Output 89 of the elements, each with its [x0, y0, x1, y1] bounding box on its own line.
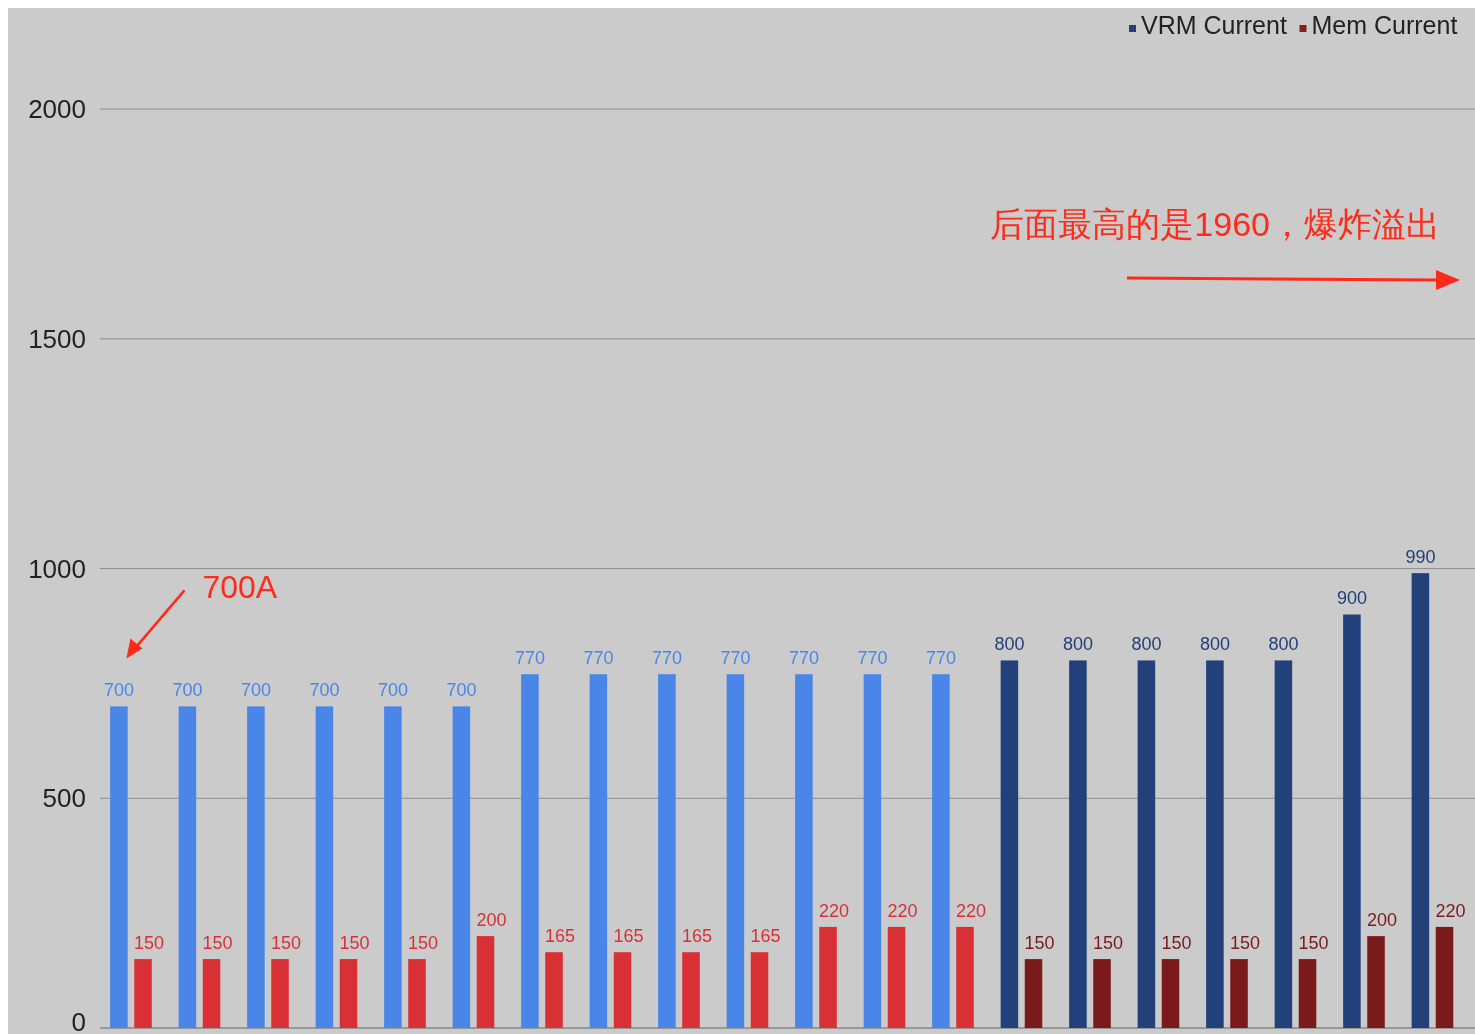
- data-label: 770: [651, 648, 682, 669]
- data-label: 700: [172, 680, 203, 701]
- bar: [110, 706, 128, 1028]
- data-label: 165: [613, 926, 644, 947]
- bar: [932, 674, 950, 1028]
- bar: [1367, 936, 1385, 1028]
- data-label: 150: [202, 933, 233, 954]
- bar: [545, 952, 563, 1028]
- data-label: 800: [1199, 634, 1230, 655]
- bar: [1435, 926, 1454, 1028]
- bar: [658, 674, 676, 1028]
- data-label: 770: [788, 648, 819, 669]
- annotation: 700A: [202, 569, 278, 606]
- bar: [521, 674, 539, 1028]
- bar: [476, 936, 495, 1028]
- bar: [408, 959, 426, 1028]
- bar: [202, 959, 221, 1028]
- bar: [134, 959, 152, 1028]
- bar: [247, 706, 265, 1028]
- bar: [956, 926, 974, 1028]
- bar: [750, 952, 769, 1028]
- data-label: 150: [1298, 933, 1329, 954]
- data-label: 200: [1366, 910, 1398, 931]
- data-label: 700: [446, 680, 477, 701]
- data-label: 150: [1092, 933, 1124, 954]
- bar: [1093, 959, 1111, 1028]
- annotation: 后面最高的是1960，爆炸溢出: [990, 205, 1440, 243]
- y-tick-label: 500: [42, 783, 86, 814]
- bar: [1343, 614, 1361, 1028]
- bar: [1000, 660, 1019, 1028]
- bar: [1069, 660, 1087, 1028]
- bar: [1206, 660, 1224, 1028]
- data-label: 150: [1229, 933, 1261, 954]
- y-tick-label: 1500: [28, 323, 86, 354]
- data-label: 990: [1405, 547, 1436, 568]
- bar: [339, 959, 358, 1028]
- data-label: 220: [1435, 900, 1466, 921]
- bar: [819, 926, 837, 1028]
- bar: [1230, 959, 1248, 1028]
- data-label: 150: [407, 933, 439, 954]
- data-label: 700: [103, 680, 134, 701]
- data-label: 800: [1062, 634, 1093, 655]
- data-label: 220: [887, 900, 918, 921]
- data-label: 165: [544, 926, 576, 947]
- data-label: 900: [1336, 588, 1367, 609]
- bar: [271, 959, 289, 1028]
- data-label: 770: [583, 648, 614, 669]
- bar: [589, 674, 608, 1028]
- bar: [1274, 660, 1293, 1028]
- bar: [1024, 959, 1043, 1028]
- data-label: 200: [476, 910, 507, 931]
- bar: [1161, 959, 1180, 1028]
- data-label: 165: [681, 926, 713, 947]
- bar: [863, 674, 882, 1028]
- bar: [682, 952, 700, 1028]
- legend-label: Mem Current: [1311, 11, 1458, 39]
- data-label: 220: [955, 900, 987, 921]
- bar: [887, 926, 906, 1028]
- bar: [726, 674, 745, 1028]
- data-label: 800: [994, 634, 1025, 655]
- y-tick-label: 2000: [28, 94, 86, 125]
- bar: [1298, 959, 1317, 1028]
- bar: [178, 706, 197, 1028]
- data-label: 150: [339, 933, 370, 954]
- data-label: 150: [133, 933, 165, 954]
- bar: [452, 706, 471, 1028]
- bar: [315, 706, 334, 1028]
- data-label: 150: [1024, 933, 1055, 954]
- data-label: 700: [377, 680, 408, 701]
- data-label: 150: [1161, 933, 1192, 954]
- bar: [1411, 573, 1430, 1028]
- data-label: 220: [818, 900, 850, 921]
- data-label: 150: [270, 933, 302, 954]
- bar: [384, 706, 402, 1028]
- bar: [613, 952, 632, 1028]
- data-label: 700: [309, 680, 340, 701]
- legend-label: VRM Current: [1141, 11, 1287, 39]
- y-tick-label: 1000: [28, 553, 86, 584]
- bar: [795, 674, 813, 1028]
- data-label: 770: [720, 648, 751, 669]
- data-label: 700: [240, 680, 271, 701]
- y-tick-label: 0: [71, 1006, 86, 1034]
- data-label: 770: [514, 648, 545, 669]
- data-label: 770: [925, 648, 956, 669]
- bar: [1137, 660, 1156, 1028]
- data-label: 165: [750, 926, 781, 947]
- data-label: 800: [1268, 634, 1299, 655]
- data-label: 800: [1131, 634, 1162, 655]
- data-label: 770: [857, 648, 888, 669]
